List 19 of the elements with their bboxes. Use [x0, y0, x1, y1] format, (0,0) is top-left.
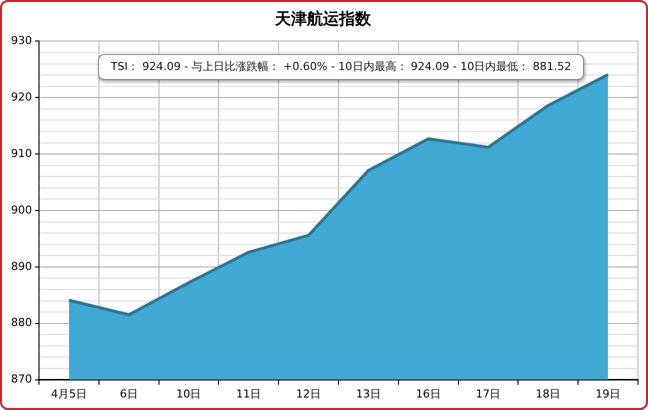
x-tick-label: 17日	[476, 387, 501, 400]
x-tick-label: 6日	[120, 387, 138, 400]
x-tick-label: 11日	[236, 387, 262, 400]
chart-title: 天津航运指数	[274, 8, 372, 28]
x-tick-label: 4月5日	[50, 387, 87, 400]
x-tick-label: 19日	[596, 387, 621, 400]
y-tick-label: 920	[10, 90, 32, 104]
x-tick-label: 10日	[176, 387, 202, 400]
annotation: TSI： 924.09 - 与上日比涨跌幅： +0.60% - 10日内最高： 924.09 - 10日内最低： 881.52	[98, 54, 584, 80]
x-tick-label: 16日	[416, 387, 441, 400]
y-tick-label: 890	[10, 260, 32, 273]
y-tick-label: 910	[10, 146, 32, 160]
y-tick-label: 880	[10, 316, 32, 330]
x-tick-label: 13日	[356, 387, 381, 400]
y-tick-label: 930	[10, 34, 32, 48]
y-tick-label: 900	[10, 203, 32, 216]
x-tick-label: 18日	[536, 387, 561, 400]
x-tick-label: 12日	[296, 387, 322, 400]
y-tick-label: 870	[10, 372, 32, 386]
